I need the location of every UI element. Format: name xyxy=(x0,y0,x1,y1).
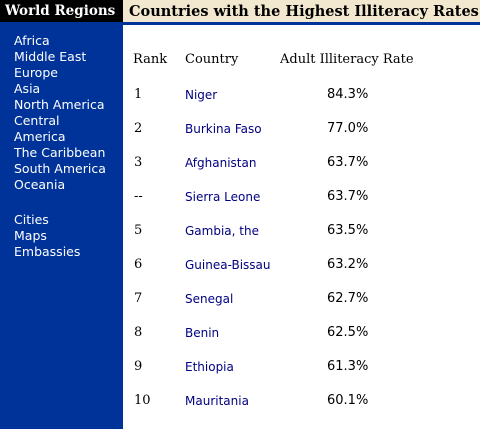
table-row: 6 Guinea-Bissau 63.2% xyxy=(123,256,480,290)
rate-cell: 60.1% xyxy=(327,393,369,408)
country-link[interactable]: Senegal xyxy=(185,292,234,306)
rate-cell: 63.2% xyxy=(327,257,369,272)
country-link[interactable]: Gambia, the xyxy=(185,224,259,238)
table-row: 7 Senegal 62.7% xyxy=(123,290,480,324)
nav-link-north-america[interactable]: North America xyxy=(14,97,105,112)
nav-link-central-america[interactable]: Central America xyxy=(14,113,66,144)
rank-cell: 9 xyxy=(134,359,143,374)
country-link[interactable]: Ethiopia xyxy=(185,360,234,374)
column-header-rate: Adult Illiteracy Rate xyxy=(280,52,414,67)
rank-cell: 8 xyxy=(134,325,143,340)
sidebar-title: World Regions xyxy=(0,0,123,22)
column-header-rank: Rank xyxy=(133,52,168,67)
nav-link-oceania[interactable]: Oceania xyxy=(14,177,66,192)
sidebar-nav: Africa Middle East Europe Asia North Ame… xyxy=(14,33,122,260)
country-link[interactable]: Benin xyxy=(185,326,220,340)
rate-cell: 61.3% xyxy=(327,359,369,374)
rank-cell: 3 xyxy=(134,155,143,170)
rank-cell: 6 xyxy=(134,257,143,272)
country-link[interactable]: Niger xyxy=(185,88,218,102)
table-row: 10 Mauritania 60.1% xyxy=(123,392,480,426)
country-link[interactable]: Guinea-Bissau xyxy=(185,258,271,272)
rank-cell: 10 xyxy=(134,393,151,408)
table-row: 8 Benin 62.5% xyxy=(123,324,480,358)
page-title: Countries with the Highest Illiteracy Ra… xyxy=(123,0,480,25)
table-row: 2 Burkina Faso 77.0% xyxy=(123,120,480,154)
rank-cell: 1 xyxy=(134,87,143,102)
nav-link-caribbean[interactable]: The Caribbean xyxy=(14,145,106,160)
nav-spacer xyxy=(14,193,122,212)
rate-cell: 63.7% xyxy=(327,189,369,204)
rank-cell: 7 xyxy=(134,291,143,306)
table-row: 1 Niger 84.3% xyxy=(123,86,480,120)
nav-link-maps[interactable]: Maps xyxy=(14,228,47,243)
nav-link-embassies[interactable]: Embassies xyxy=(14,244,81,259)
nav-link-europe[interactable]: Europe xyxy=(14,65,58,80)
country-link[interactable]: Sierra Leone xyxy=(185,190,261,204)
rate-cell: 62.7% xyxy=(327,291,369,306)
nav-link-africa[interactable]: Africa xyxy=(14,33,50,48)
table-row: 9 Ethiopia 61.3% xyxy=(123,358,480,392)
nav-link-middle-east[interactable]: Middle East xyxy=(14,49,87,64)
table-row: 3 Afghanistan 63.7% xyxy=(123,154,480,188)
nav-link-asia[interactable]: Asia xyxy=(14,81,41,96)
country-link[interactable]: Mauritania xyxy=(185,394,249,408)
rank-cell: -- xyxy=(134,189,143,204)
nav-link-cities[interactable]: Cities xyxy=(14,212,49,227)
table-row: 5 Gambia, the 63.5% xyxy=(123,222,480,256)
rate-cell: 63.7% xyxy=(327,155,369,170)
rate-cell: 77.0% xyxy=(327,121,369,136)
country-link[interactable]: Afghanistan xyxy=(185,156,257,170)
nav-link-south-america[interactable]: South America xyxy=(14,161,106,176)
rate-cell: 84.3% xyxy=(327,87,369,102)
column-header-country: Country xyxy=(185,52,239,67)
rate-cell: 62.5% xyxy=(327,325,369,340)
country-link[interactable]: Burkina Faso xyxy=(185,122,262,136)
sidebar: World Regions Africa Middle East Europe … xyxy=(0,0,123,429)
table-row: -- Sierra Leone 63.7% xyxy=(123,188,480,222)
rank-cell: 5 xyxy=(134,223,143,238)
rank-cell: 2 xyxy=(134,121,143,136)
rate-cell: 63.5% xyxy=(327,223,369,238)
